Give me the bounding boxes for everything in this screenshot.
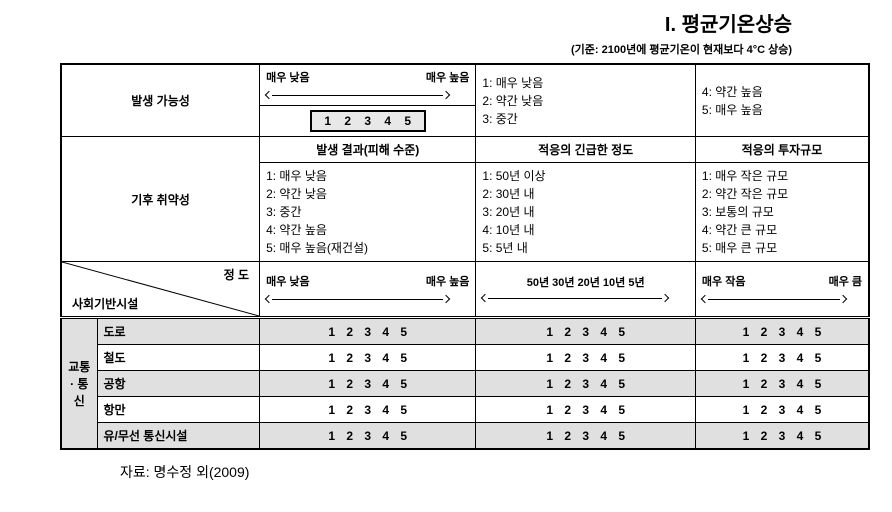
legend-left: 1: 매우 낮음 2: 약간 낮음 3: 중간: [476, 64, 696, 137]
col1-items: 1: 매우 낮음 2: 약간 낮음 3: 중간 4: 약간 높음 5: 매우 높…: [260, 163, 476, 262]
row-label: 철도: [97, 345, 260, 371]
diagonal-header: 정 도 사회기반시설: [61, 262, 260, 318]
page-title: I. 평균기온상승: [20, 8, 792, 37]
table-cell: 12345: [260, 397, 476, 423]
col-head-3: 적응의 투자규모: [695, 137, 869, 163]
col2-arrow: 50년 30년 20년 10년 5년: [476, 262, 696, 318]
source-citation: 자료: 명수정 외(2009): [120, 462, 872, 482]
scale-high-label: 매우 높음: [426, 69, 470, 85]
scale-low-label: 매우 낮음: [266, 69, 310, 85]
page-subtitle: (기준: 2100년에 평균기온이 현재보다 4°C 상승): [20, 41, 792, 57]
col-head-2: 적응의 긴급한 정도: [476, 137, 696, 163]
table-cell: 12345: [695, 371, 869, 397]
table-cell: 12345: [476, 371, 696, 397]
table-cell: 12345: [695, 423, 869, 450]
col3-arrow: 매우 작음매우 큼: [695, 262, 869, 318]
legend-right: 4: 약간 높음 5: 매우 높음: [695, 64, 869, 137]
category-label: 교통 · 통신: [61, 318, 97, 450]
row-label: 공항: [97, 371, 260, 397]
table-cell: 12345: [476, 345, 696, 371]
table-cell: 12345: [695, 397, 869, 423]
table-cell: 12345: [476, 397, 696, 423]
table-cell: 12345: [260, 318, 476, 345]
col-head-1: 발생 결과(피해 수준): [260, 137, 476, 163]
table-cell: 12345: [695, 345, 869, 371]
main-table: 발생 가능성 매우 낮음 매우 높음 1: 매우 낮음 2: 약간 낮음 3: …: [60, 63, 870, 450]
table-cell: 12345: [476, 423, 696, 450]
probability-scale-box: 12345: [260, 106, 476, 137]
col2-items: 1: 50년 이상 2: 30년 내 3: 20년 내 4: 10년 내 5: …: [476, 163, 696, 262]
col3-items: 1: 매우 작은 규모 2: 약간 작은 규모 3: 보통의 규모 4: 약간 …: [695, 163, 869, 262]
table-cell: 12345: [476, 318, 696, 345]
row-label: 유/무선 통신시설: [97, 423, 260, 450]
table-cell: 12345: [695, 318, 869, 345]
table-cell: 12345: [260, 345, 476, 371]
probability-label: 발생 가능성: [61, 64, 260, 137]
row-label: 도로: [97, 318, 260, 345]
vulnerability-label: 기후 취약성: [61, 137, 260, 262]
table-cell: 12345: [260, 371, 476, 397]
arrow-line: [266, 92, 449, 98]
col1-arrow: 매우 낮음매우 높음: [260, 262, 476, 318]
table-cell: 12345: [260, 423, 476, 450]
row-label: 항만: [97, 397, 260, 423]
